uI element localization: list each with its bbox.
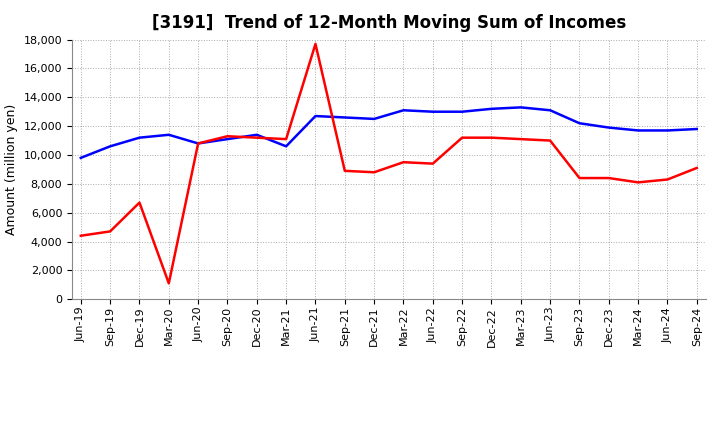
Ordinary Income bbox=[634, 128, 642, 133]
Ordinary Income bbox=[605, 125, 613, 130]
Net Income bbox=[605, 176, 613, 181]
Net Income bbox=[663, 177, 672, 182]
Net Income bbox=[76, 233, 85, 238]
Net Income bbox=[194, 141, 202, 146]
Ordinary Income bbox=[253, 132, 261, 137]
Ordinary Income bbox=[693, 126, 701, 132]
Ordinary Income bbox=[516, 105, 525, 110]
Net Income bbox=[282, 136, 290, 142]
Net Income bbox=[693, 165, 701, 171]
Ordinary Income bbox=[370, 116, 379, 121]
Ordinary Income bbox=[194, 141, 202, 146]
Net Income bbox=[458, 135, 467, 140]
Net Income bbox=[428, 161, 437, 166]
Ordinary Income bbox=[546, 108, 554, 113]
Line: Ordinary Income: Ordinary Income bbox=[81, 107, 697, 158]
Net Income bbox=[575, 176, 584, 181]
Ordinary Income bbox=[487, 106, 496, 111]
Net Income bbox=[106, 229, 114, 234]
Net Income bbox=[370, 170, 379, 175]
Y-axis label: Amount (million yen): Amount (million yen) bbox=[5, 104, 18, 235]
Net Income bbox=[164, 281, 173, 286]
Net Income bbox=[516, 136, 525, 142]
Net Income bbox=[253, 135, 261, 140]
Ordinary Income bbox=[663, 128, 672, 133]
Net Income bbox=[546, 138, 554, 143]
Net Income bbox=[135, 200, 144, 205]
Ordinary Income bbox=[164, 132, 173, 137]
Net Income bbox=[223, 134, 232, 139]
Ordinary Income bbox=[106, 144, 114, 149]
Net Income bbox=[311, 41, 320, 47]
Ordinary Income bbox=[575, 121, 584, 126]
Net Income bbox=[634, 180, 642, 185]
Line: Net Income: Net Income bbox=[81, 44, 697, 283]
Ordinary Income bbox=[399, 108, 408, 113]
Net Income bbox=[487, 135, 496, 140]
Ordinary Income bbox=[428, 109, 437, 114]
Ordinary Income bbox=[341, 115, 349, 120]
Ordinary Income bbox=[76, 155, 85, 161]
Ordinary Income bbox=[311, 114, 320, 119]
Ordinary Income bbox=[135, 135, 144, 140]
Net Income bbox=[399, 160, 408, 165]
Ordinary Income bbox=[458, 109, 467, 114]
Ordinary Income bbox=[282, 144, 290, 149]
Ordinary Income bbox=[223, 136, 232, 142]
Net Income bbox=[341, 168, 349, 173]
Title: [3191]  Trend of 12-Month Moving Sum of Incomes: [3191] Trend of 12-Month Moving Sum of I… bbox=[152, 15, 626, 33]
